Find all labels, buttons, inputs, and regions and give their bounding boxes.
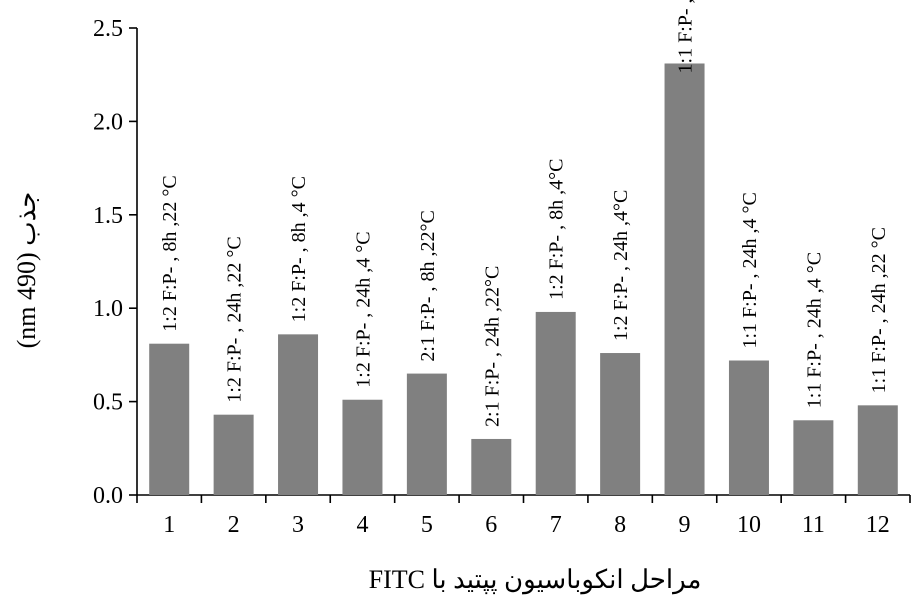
bar-label: 1:2 F:P- , 24h ,22 °C <box>224 236 246 402</box>
bar <box>406 373 447 495</box>
bar <box>213 414 254 495</box>
x-tick-label: 9 <box>679 512 691 538</box>
x-tick-label: 8 <box>614 512 626 538</box>
x-tick-label: 2 <box>228 512 240 538</box>
bar <box>600 353 641 495</box>
bar-label: 1:2 F:P- , 24h ,4°C <box>610 190 632 341</box>
bar <box>149 343 190 495</box>
bar-label: 1:1 F:P- , 24h ,4 °C <box>803 252 825 408</box>
bar-label: 1:2 F:P- , 24h ,4 °C <box>352 231 374 387</box>
x-tick-label: 4 <box>356 512 368 538</box>
bar-label: 1:2 F:P- , 8h ,22 °C <box>159 175 181 331</box>
y-tick-label: 1.5 <box>93 203 123 229</box>
x-axis-title: مراحل انکوباسیون پپتید با FITC <box>369 565 702 595</box>
bar <box>535 311 576 495</box>
bar <box>342 399 383 495</box>
bar <box>857 405 898 495</box>
x-tick-label: 10 <box>737 512 761 538</box>
bar-label: 1:1 F:P- , 8h ,4 °C <box>675 0 697 73</box>
bar <box>278 334 319 495</box>
x-tick-label: 11 <box>802 512 825 538</box>
bar-label: 1:2 F:P- , 8h ,4°C <box>546 159 568 300</box>
bar <box>793 420 834 495</box>
bar-label: 2:1 F:P- , 24h ,22°C <box>481 266 503 427</box>
y-tick-label: 2.0 <box>93 109 123 135</box>
bar-label: 1:1 F:P- , 24h ,4 °C <box>739 192 761 348</box>
y-axis-title: جذب (490 nm) <box>12 192 41 349</box>
x-tick-label: 7 <box>550 512 562 538</box>
x-tick-label: 6 <box>485 512 497 538</box>
bar-label: 1:1 F:P- , 24h ,22 °C <box>868 227 890 393</box>
bars <box>149 63 898 495</box>
bar <box>471 438 512 495</box>
bar-labels: 1:2 F:P- , 8h ,22 °C 1:2 F:P- , 24h ,22 °… <box>159 0 890 427</box>
y-tick-label: 0.0 <box>93 483 123 509</box>
bar-label: 2:1 F:P- , 8h ,22°C <box>417 210 439 361</box>
x-axis: 1 2 3 4 5 6 7 8 9 10 11 12 <box>136 494 911 538</box>
y-axis: 0.0 0.5 1.0 1.5 2.0 2.5 <box>93 16 138 509</box>
y-tick-label: 0.5 <box>93 390 123 416</box>
bar <box>728 360 769 495</box>
y-tick-label: 1.0 <box>93 296 123 322</box>
y-tick-label: 2.5 <box>93 16 123 42</box>
x-tick-label: 12 <box>866 512 890 538</box>
x-tick-label: 3 <box>292 512 304 538</box>
bar <box>664 63 705 495</box>
x-tick-label: 1 <box>163 512 175 538</box>
x-tick-label: 5 <box>421 512 433 538</box>
bar-label: 1:2 F:P- , 8h ,4 °C <box>288 176 310 322</box>
